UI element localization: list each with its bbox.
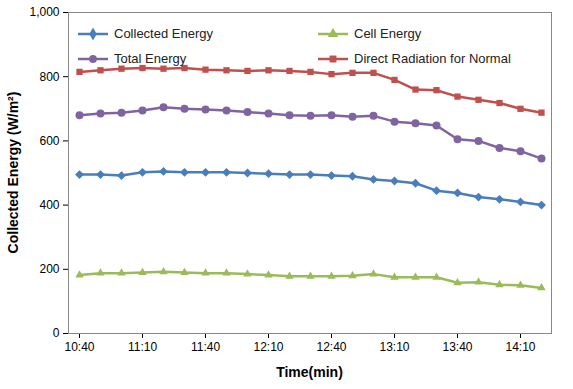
html-text:Direct Radiation for Normal: Direct Radiation for Normal bbox=[354, 51, 511, 66]
svg-text:400: 400 bbox=[39, 198, 59, 212]
html-text:Collected Energy: Collected Energy bbox=[114, 26, 213, 41]
svg-text:200: 200 bbox=[39, 262, 59, 276]
svg-text:12:10: 12:10 bbox=[253, 340, 283, 354]
svg-text:11:40: 11:40 bbox=[191, 340, 220, 354]
svg-text:14:10: 14:10 bbox=[505, 340, 535, 354]
svg-text:12:40: 12:40 bbox=[316, 340, 346, 354]
html-text:Total Energy: Total Energy bbox=[114, 51, 187, 66]
svg-text:1,000: 1,000 bbox=[29, 5, 59, 19]
svg-text:0: 0 bbox=[53, 326, 60, 340]
svg-text:800: 800 bbox=[39, 70, 59, 84]
svg-text:600: 600 bbox=[39, 134, 59, 148]
svg-text:Time(min): Time(min) bbox=[276, 364, 343, 380]
svg-text:11:10: 11:10 bbox=[128, 340, 157, 354]
svg-text:Collected Energy (W/m²): Collected Energy (W/m²) bbox=[5, 92, 21, 254]
html-text:Cell Energy: Cell Energy bbox=[354, 26, 422, 41]
svg-text:10:40: 10:40 bbox=[64, 340, 94, 354]
svg-text:13:40: 13:40 bbox=[442, 340, 472, 354]
svg-text:13:10: 13:10 bbox=[379, 340, 409, 354]
